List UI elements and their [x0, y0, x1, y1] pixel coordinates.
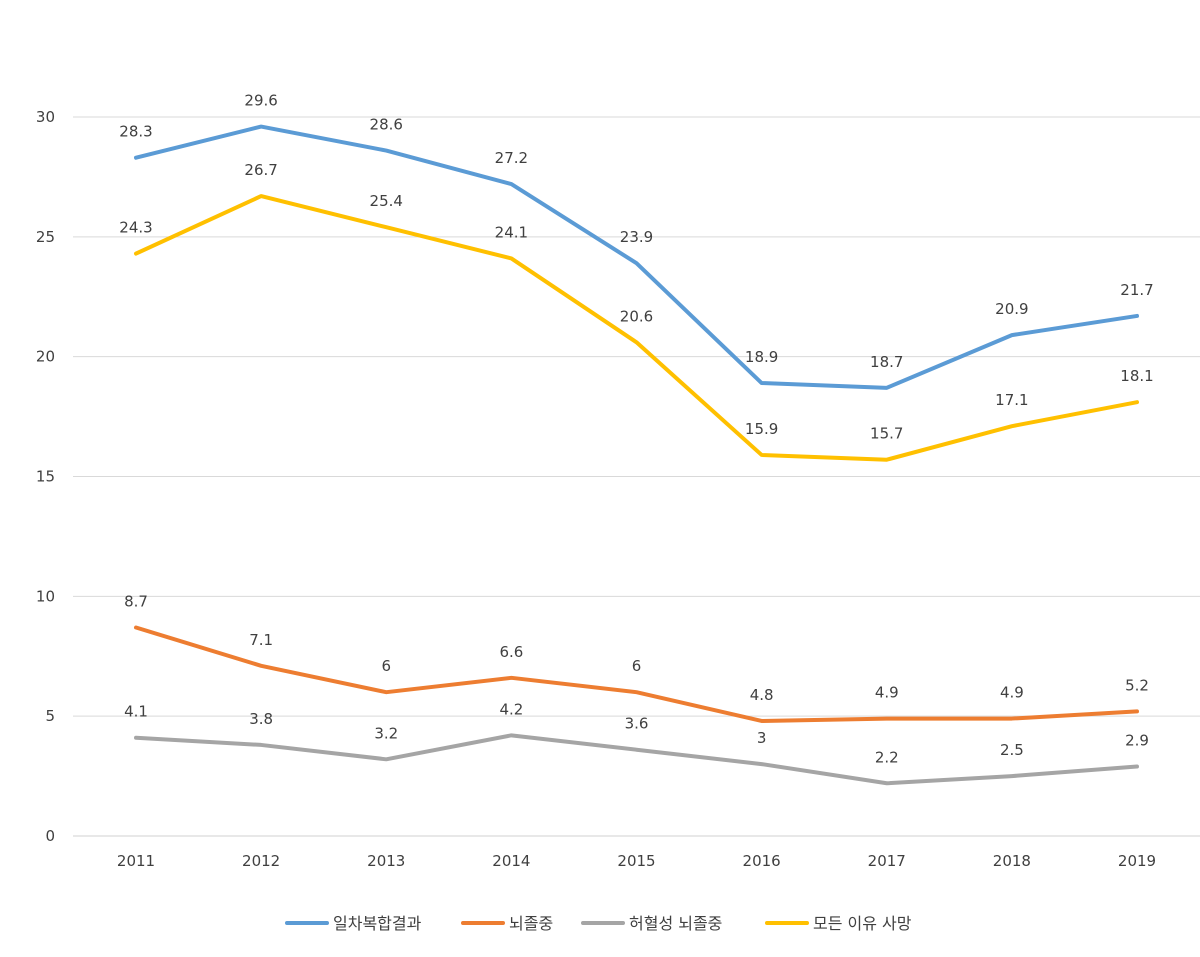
- data-label: 20.6: [620, 307, 653, 325]
- x-tick-label: 2018: [993, 852, 1031, 870]
- data-label: 4.2: [499, 700, 523, 718]
- x-tick-label: 2016: [743, 852, 781, 870]
- data-label: 21.7: [1120, 281, 1153, 299]
- data-label: 26.7: [244, 161, 277, 179]
- data-label: 6: [381, 657, 391, 675]
- data-label: 4.9: [1000, 684, 1024, 702]
- data-label: 15.7: [870, 425, 903, 443]
- data-label: 18.7: [870, 353, 903, 371]
- x-tick-label: 2011: [117, 852, 155, 870]
- data-label: 2.2: [875, 748, 899, 766]
- x-tick-label: 2012: [242, 852, 280, 870]
- data-label: 3.6: [625, 715, 649, 733]
- series-line-1: [134, 124, 1139, 390]
- axes: 0 5 10 15 20 25 30 2011 2012 2013 2014 2015 2016 2017…: [36, 108, 1156, 870]
- data-label: 20.9: [995, 300, 1028, 318]
- x-tick-label: 2019: [1118, 852, 1156, 870]
- data-label: 6.6: [499, 643, 523, 661]
- data-label: 3: [757, 729, 767, 747]
- legend-label: 모든 이유 사망: [813, 914, 912, 933]
- series-line-4: [134, 194, 1139, 462]
- data-label: 2.9: [1125, 731, 1149, 749]
- legend-item-3[interactable]: 허혈성 뇌졸중: [581, 914, 722, 933]
- data-label: 29.6: [244, 92, 277, 110]
- data-label: 23.9: [620, 228, 653, 246]
- legend-label: 허혈성 뇌졸중: [629, 914, 722, 933]
- y-tick-label: 20: [36, 348, 55, 366]
- x-tick-label: 2015: [617, 852, 655, 870]
- data-label: 18.9: [745, 348, 778, 366]
- legend-label: 일차복합결과: [333, 914, 422, 933]
- data-label: 3.8: [249, 710, 273, 728]
- data-label: 27.2: [495, 149, 528, 167]
- data-labels: 28.3 29.6 28.6 27.2 23.9 18.9 18.7 20.9 21.7 8.7 7…: [119, 92, 1153, 767]
- data-label: 28.3: [119, 123, 152, 141]
- legend-label: 뇌졸중: [509, 914, 553, 933]
- data-label: 24.1: [495, 223, 528, 241]
- y-tick-label: 30: [36, 108, 55, 126]
- x-tick-label: 2014: [492, 852, 530, 870]
- series-line-3: [134, 733, 1139, 786]
- data-label: 6: [632, 657, 642, 675]
- legend[interactable]: 일차복합결과 뇌졸중 허혈성 뇌졸중 모든 이유 사망: [285, 914, 912, 933]
- legend-item-1[interactable]: 일차복합결과: [285, 914, 422, 933]
- data-label: 25.4: [370, 192, 403, 210]
- y-tick-label: 25: [36, 228, 55, 246]
- x-tick-label: 2017: [868, 852, 906, 870]
- data-label: 3.2: [374, 724, 398, 742]
- gridlines: [73, 116, 1200, 837]
- data-label: 4.8: [750, 686, 774, 704]
- data-label: 4.1: [124, 703, 148, 721]
- y-tick-label: 0: [45, 827, 55, 845]
- data-label: 8.7: [124, 592, 148, 610]
- data-label: 2.5: [1000, 741, 1024, 759]
- data-label: 5.2: [1125, 676, 1149, 694]
- data-label: 17.1: [995, 391, 1028, 409]
- data-label: 28.6: [370, 116, 403, 134]
- series-lines: [134, 124, 1139, 786]
- data-label: 7.1: [249, 631, 273, 649]
- legend-item-4[interactable]: 모든 이유 사망: [765, 914, 912, 933]
- data-label: 24.3: [119, 219, 152, 237]
- y-tick-label: 5: [45, 707, 55, 725]
- data-label: 15.9: [745, 420, 778, 438]
- legend-item-2[interactable]: 뇌졸중: [461, 914, 553, 933]
- data-label: 18.1: [1120, 367, 1153, 385]
- y-tick-label: 15: [36, 468, 55, 486]
- data-label: 4.9: [875, 684, 899, 702]
- x-tick-label: 2013: [367, 852, 405, 870]
- series-line-2: [134, 625, 1139, 723]
- y-tick-label: 10: [36, 587, 55, 605]
